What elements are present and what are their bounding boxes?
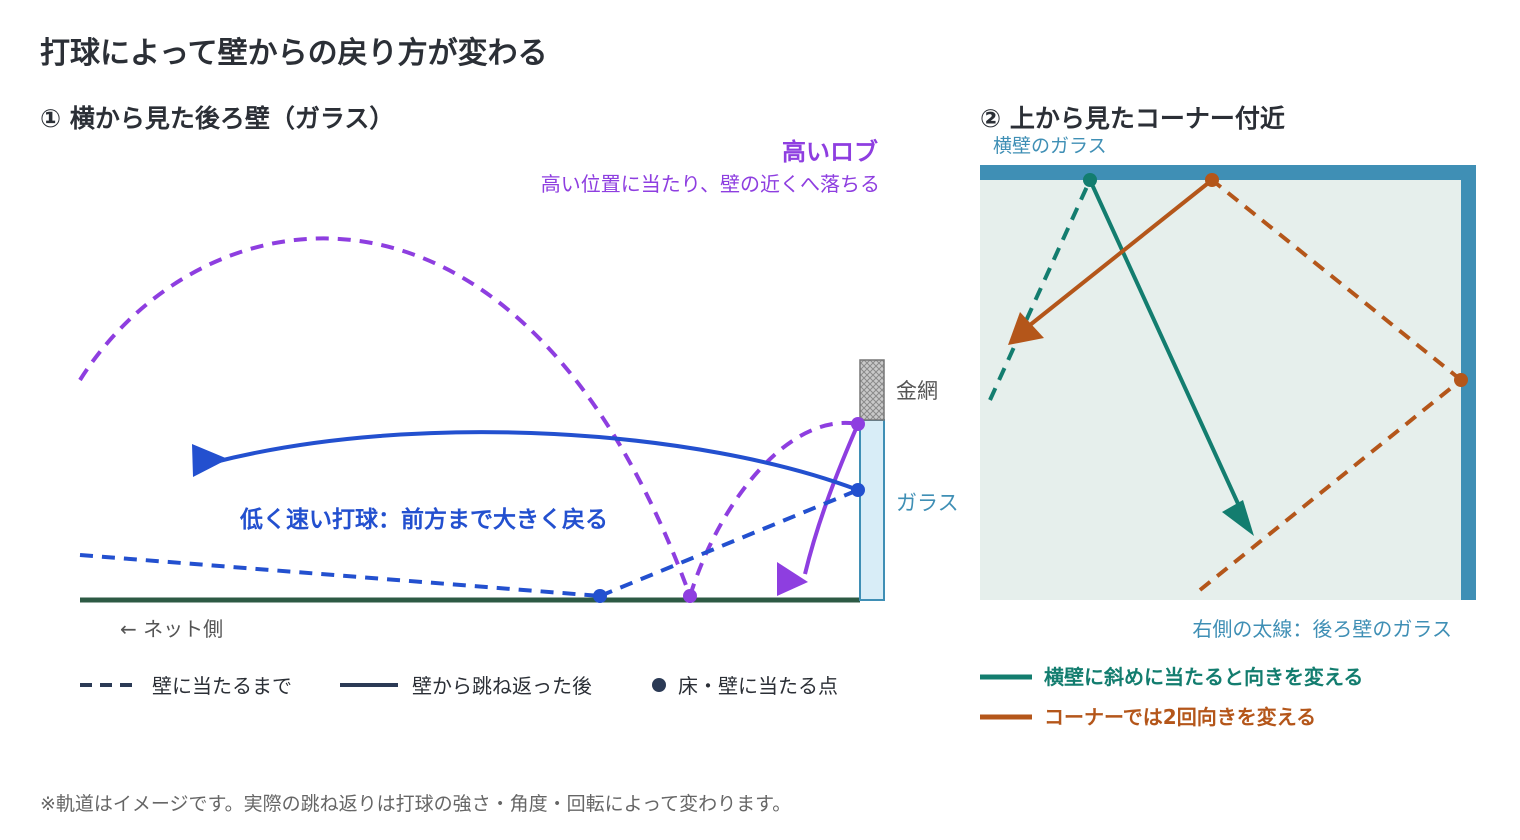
side-view-heading: ① 横から見た後ろ壁（ガラス）: [40, 104, 394, 133]
legend-point-swatch: [652, 678, 666, 692]
legend-before-label: 壁に当たるまで: [152, 674, 292, 698]
lob-after-bounce-arc: [688, 420, 859, 597]
net-side-label: ← ネット側: [120, 617, 223, 641]
footnote: ※軌道はイメージです。実際の跳ね返りは打球の強さ・角度・回転によって変わります。: [40, 793, 791, 815]
orange-arrowhead: [1008, 312, 1044, 345]
glass-label: ガラス: [896, 491, 959, 515]
lob-description: 高い位置に当たり、壁の近くへ落ちる: [541, 172, 880, 196]
fast-return-arrowhead: [192, 444, 228, 477]
teal-arrowhead: [1222, 500, 1254, 536]
orange-incoming-line: [1198, 378, 1463, 592]
top-view-legend: 横壁に斜めに当たると向きを変える コーナーでは2回向きを変える: [980, 665, 1363, 729]
fast-floor-bounce-point: [593, 589, 607, 603]
orange-back-wall-hit-point: [1454, 373, 1468, 387]
back-wall-wire-mesh: [859, 359, 885, 421]
main-title: 打球によって壁からの戻り方が変わる: [40, 36, 548, 71]
side-view-legend: 壁に当たるまで 壁から跳ね返った後 床・壁に当たる点: [80, 674, 838, 698]
orange-side-wall-hit-point: [1205, 173, 1219, 187]
legend-teal-label: 横壁に斜めに当たると向きを変える: [1044, 665, 1363, 689]
fast-wall-hit-point: [851, 483, 865, 497]
fast-shot-label: 低く速い打球：前方まで大きく戻る: [239, 506, 608, 533]
lob-return-arrowhead: [777, 562, 808, 596]
side-view-panel: ① 横から見た後ろ壁（ガラス） 金網 ガラス 高いロブ 高い位置に当たり、壁の近…: [40, 104, 959, 698]
orange-return-line: [1028, 178, 1214, 327]
back-wall-glass: [859, 419, 885, 601]
lob-return-arc: [803, 423, 860, 575]
fast-incoming-line: [79, 553, 601, 598]
top-view-heading: ② 上から見たコーナー付近: [980, 104, 1285, 133]
side-glass-label: 横壁のガラス: [993, 135, 1107, 157]
side-wall-glass: [980, 165, 1476, 180]
lob-title: 高いロブ: [782, 138, 878, 166]
lob-incoming-arc: [78, 236, 692, 597]
legend-point-label: 床・壁に当たる点: [678, 674, 838, 698]
wire-mesh-label: 金網: [896, 379, 938, 403]
court-area: [980, 165, 1476, 600]
thick-line-note: 右側の太線：後ろ壁のガラス: [1192, 617, 1452, 641]
teal-wall-hit-point: [1083, 173, 1097, 187]
lob-wall-hit-point: [851, 417, 865, 431]
orange-between-walls-line: [1210, 178, 1463, 382]
legend-orange-label: コーナーでは2回向きを変える: [1044, 705, 1316, 729]
teal-incoming-line: [988, 179, 1092, 401]
legend-after-label: 壁から跳ね返った後: [412, 674, 592, 698]
fast-after-bounce-line: [599, 488, 859, 598]
lob-floor-bounce-point: [683, 589, 697, 603]
teal-return-line: [1088, 179, 1242, 509]
top-view-panel: ② 上から見たコーナー付近 横壁のガラス 右側の太線：後ろ壁のガラス 横壁に斜め…: [980, 104, 1476, 729]
fast-return-arc: [214, 430, 859, 492]
back-wall-glass-top-view: [1461, 165, 1476, 600]
